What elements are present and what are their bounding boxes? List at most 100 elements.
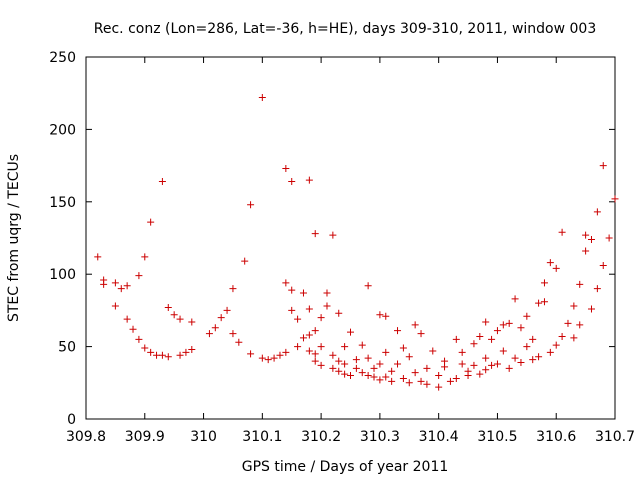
x-tick-label: 309.9 <box>125 429 165 445</box>
data-point <box>523 343 531 351</box>
x-tick-label: 310.7 <box>595 429 635 445</box>
y-tick-label: 100 <box>49 267 76 283</box>
data-point <box>158 351 166 359</box>
data-point <box>358 341 366 349</box>
data-point <box>388 367 396 375</box>
data-point <box>482 366 490 374</box>
data-point <box>341 370 349 378</box>
data-point <box>423 364 431 372</box>
data-point <box>299 289 307 297</box>
x-tick-label: 310.6 <box>536 429 576 445</box>
data-point <box>511 354 519 362</box>
data-point <box>576 280 584 288</box>
data-point <box>441 363 449 371</box>
data-point <box>546 259 554 267</box>
data-point <box>229 330 237 338</box>
data-point <box>182 348 190 356</box>
data-point <box>364 354 372 362</box>
data-point <box>570 302 578 310</box>
data-point <box>482 354 490 362</box>
data-point <box>546 348 554 356</box>
data-point <box>341 360 349 368</box>
data-point <box>411 321 419 329</box>
data-point <box>376 311 384 319</box>
data-point <box>482 318 490 326</box>
data-point <box>305 331 313 339</box>
data-point <box>435 372 443 380</box>
data-point <box>323 302 331 310</box>
data-point <box>347 372 354 380</box>
data-point <box>329 351 337 359</box>
data-point <box>158 178 166 186</box>
data-point <box>376 360 384 368</box>
data-point <box>288 178 296 186</box>
data-point <box>123 282 131 290</box>
data-point <box>147 348 155 356</box>
data-point <box>517 324 525 332</box>
x-tick-label: 310.3 <box>360 429 400 445</box>
data-point <box>382 312 390 320</box>
data-point <box>317 343 325 351</box>
data-point <box>311 357 319 365</box>
data-point <box>176 315 184 323</box>
data-point <box>535 353 543 361</box>
x-tick-label: 310 <box>190 429 217 445</box>
data-point <box>517 359 525 367</box>
axis-ticks: 309.8 309.9 310 310.1 310.2 310.3 310.4 310.5 31… <box>49 50 635 445</box>
data-point <box>258 354 266 362</box>
data-point <box>364 372 372 380</box>
data-point <box>499 321 507 329</box>
data-point <box>311 230 319 238</box>
y-axis-label: STEC from uqrg / TECUs <box>6 154 22 322</box>
data-point <box>599 262 607 270</box>
data-point <box>399 374 407 382</box>
data-point <box>370 364 378 372</box>
data-point <box>335 367 343 375</box>
data-point <box>587 305 595 313</box>
data-point <box>582 247 590 255</box>
data-point <box>446 377 454 385</box>
data-point <box>211 324 219 332</box>
data-point <box>111 279 119 287</box>
data-point <box>488 335 496 343</box>
data-point <box>317 314 325 322</box>
data-point <box>299 334 307 342</box>
data-point <box>540 279 548 287</box>
data-point <box>540 298 548 306</box>
data-point <box>329 364 337 372</box>
data-point <box>111 302 119 310</box>
data-point <box>505 364 513 372</box>
data-point <box>347 328 354 336</box>
data-point <box>217 314 225 322</box>
data-point <box>388 377 396 385</box>
data-point <box>241 257 249 265</box>
data-point <box>405 379 413 387</box>
data-point <box>493 360 501 368</box>
data-point <box>558 332 566 340</box>
data-point <box>341 343 349 351</box>
data-point <box>141 253 149 261</box>
x-tick-label: 310.5 <box>477 429 517 445</box>
data-point <box>599 162 607 170</box>
data-point <box>411 369 419 377</box>
data-point <box>611 195 619 203</box>
y-tick-label: 50 <box>58 340 76 356</box>
x-tick-label: 310.4 <box>419 429 459 445</box>
data-point <box>382 373 390 381</box>
data-point <box>394 360 402 368</box>
data-point <box>264 356 272 364</box>
data-point <box>570 334 578 342</box>
data-point <box>499 347 507 355</box>
data-point <box>458 360 466 368</box>
data-point <box>470 361 478 369</box>
y-tick-label: 150 <box>49 195 76 211</box>
data-point <box>141 344 149 352</box>
data-point <box>552 341 560 349</box>
data-point <box>435 383 443 391</box>
data-point <box>587 235 595 243</box>
data-point <box>423 380 431 388</box>
data-point <box>317 361 325 369</box>
data-point <box>153 351 161 359</box>
data-point <box>529 335 537 343</box>
